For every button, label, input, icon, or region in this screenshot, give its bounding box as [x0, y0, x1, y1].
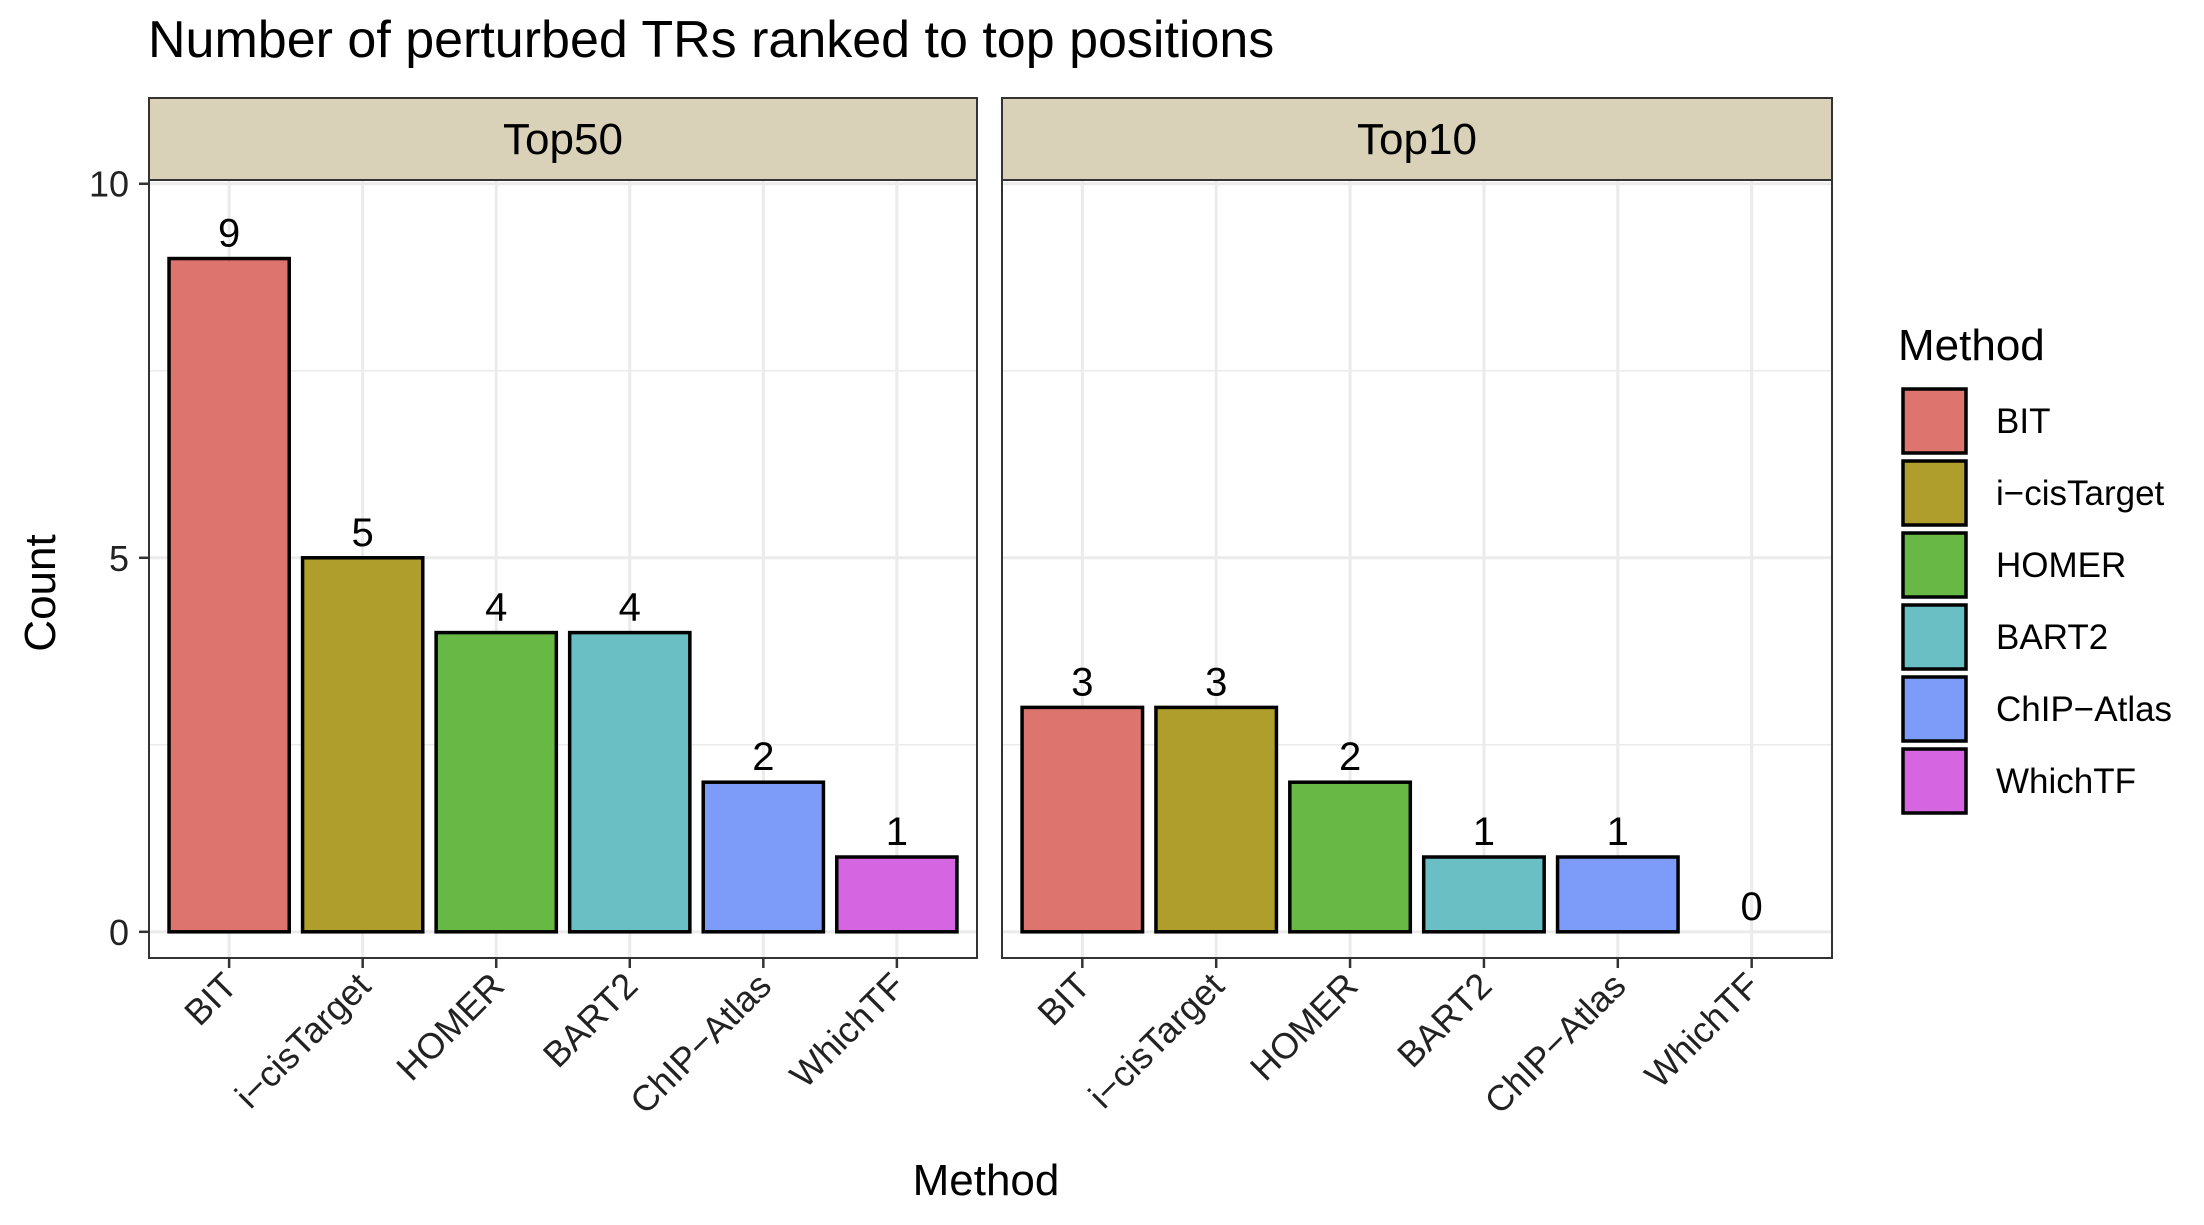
facet-label-top10: Top10 [1357, 115, 1477, 164]
panel-border-top50 [148, 179, 978, 959]
bar-top50-bit [167, 256, 291, 934]
legend-key-whichtf [1901, 747, 1968, 815]
data-label-top50-bart2: 4 [619, 586, 641, 630]
data-label-top10-i-cistarget: 3 [1205, 660, 1227, 704]
data-label-top10-bart2: 1 [1473, 810, 1495, 854]
legend-label-bart2: BART2 [1996, 618, 2108, 657]
x-tick-label-top10-bart2: BART2 [1389, 965, 1500, 1076]
bar-top50-whichtf [835, 855, 959, 934]
x-tick-label-top50-chip-atlas: ChIP−Atlas [622, 965, 779, 1122]
legend-label-whichtf: WhichTF [1996, 762, 2136, 801]
legend-key-bit [1901, 387, 1968, 455]
x-tick-label-top10-i-cistarget: i−cisTarget [1080, 965, 1231, 1116]
data-label-top10-whichtf: 0 [1741, 885, 1763, 929]
y-axis-title: Count [16, 534, 65, 651]
x-tick-label-top10-chip-atlas: ChIP−Atlas [1476, 965, 1633, 1122]
legend-label-homer: HOMER [1996, 546, 2126, 585]
data-label-top50-homer: 4 [485, 586, 507, 630]
data-label-top10-bit: 3 [1071, 660, 1093, 704]
x-tick-label-top50-homer: HOMER [388, 965, 512, 1089]
bar-top50-bart2 [567, 630, 692, 934]
y-tick-label-10: 10 [89, 164, 129, 205]
chart-title: Number of perturbed TRs ranked to top po… [148, 11, 1274, 69]
x-tick-label-top10-bit: BIT [1029, 965, 1098, 1034]
data-label-top50-chip-atlas: 2 [752, 735, 774, 779]
y-tick-label-0: 0 [109, 912, 129, 953]
bar-top10-i-cistarget [1154, 705, 1279, 934]
x-tick-label-top10-homer: HOMER [1242, 965, 1366, 1089]
bar-top50-homer [434, 630, 559, 934]
legend-title: Method [1898, 321, 2045, 370]
x-tick-label-top50-i-cistarget: i−cisTarget [227, 965, 378, 1116]
legend-label-bit: BIT [1996, 402, 2050, 441]
bar-top50-chip-atlas [701, 780, 826, 934]
x-tick-label-top50-bart2: BART2 [535, 965, 646, 1076]
data-label-top50-i-cistarget: 5 [352, 511, 374, 555]
legend-key-homer [1901, 531, 1968, 599]
bar-top10-homer [1288, 780, 1413, 934]
data-label-top50-bit: 9 [218, 212, 240, 256]
bar-top10-bit [1020, 705, 1145, 934]
bar-top10-chip-atlas [1555, 855, 1680, 934]
facet-strip-top10 [1001, 97, 1833, 181]
facet-label-top50: Top50 [503, 115, 623, 164]
legend-key-i-cistarget [1901, 459, 1968, 527]
data-label-top10-chip-atlas: 1 [1607, 810, 1629, 854]
data-label-top50-whichtf: 1 [886, 810, 908, 854]
bar-top10-bart2 [1421, 855, 1546, 934]
y-tick-label-5: 5 [109, 538, 129, 579]
legend-key-chip-atlas [1901, 675, 1968, 743]
legend-label-chip-atlas: ChIP−Atlas [1996, 690, 2172, 729]
facet-strip-top50 [148, 97, 978, 181]
data-label-top10-homer: 2 [1339, 735, 1361, 779]
x-axis-title: Method [913, 1156, 1060, 1205]
bar-top50-i-cistarget [300, 556, 425, 934]
x-tick-label-top50-bit: BIT [176, 965, 245, 1034]
legend-label-i-cistarget: i−cisTarget [1996, 474, 2165, 513]
legend-key-bart2 [1901, 603, 1968, 671]
x-tick-label-top50-whichtf: WhichTF [782, 965, 913, 1096]
panel-border-top10 [1001, 179, 1833, 959]
x-tick-label-top10-whichtf: WhichTF [1637, 965, 1768, 1096]
